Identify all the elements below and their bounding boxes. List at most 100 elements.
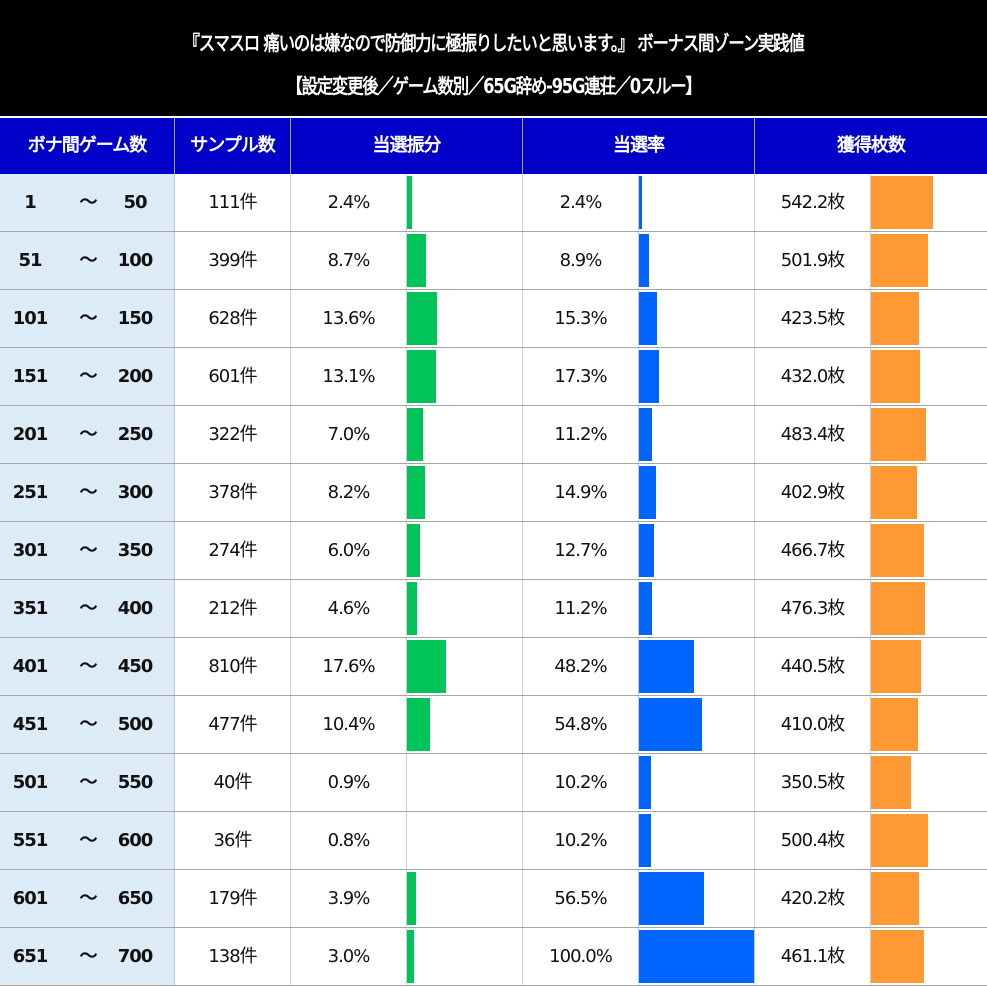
distribution-bar [407, 408, 423, 461]
sample-count: 111件 [175, 174, 291, 231]
range-to: 400 [117, 598, 154, 619]
coins-value: 420.2枚 [755, 870, 871, 927]
sample-count: 601件 [175, 348, 291, 405]
coins-bar [871, 582, 925, 635]
distribution-value: 8.2% [291, 464, 407, 521]
rate-bar-cell [639, 870, 755, 927]
range-tilde: ～ [79, 714, 98, 735]
distribution-bar [407, 872, 416, 925]
coins-bar [871, 814, 928, 867]
sample-count: 212件 [175, 580, 291, 637]
coins-bar [871, 698, 918, 751]
distribution-bar [407, 234, 426, 287]
range-to: 100 [117, 250, 154, 271]
distribution-bar-cell [407, 522, 523, 579]
distribution-value: 7.0% [291, 406, 407, 463]
distribution-bar-cell [407, 754, 523, 811]
coins-value: 483.4枚 [755, 406, 871, 463]
rate-bar-cell [639, 522, 755, 579]
distribution-bar [407, 292, 437, 345]
distribution-value: 6.0% [291, 522, 407, 579]
range-to: 200 [117, 366, 154, 387]
sample-count: 40件 [175, 754, 291, 811]
range-tilde: ～ [79, 598, 98, 619]
rate-bar-cell [639, 696, 755, 753]
rate-bar-cell [639, 638, 755, 695]
coins-bar-cell [871, 812, 987, 869]
range-to: 600 [117, 830, 154, 851]
range-from: 401 [12, 656, 49, 677]
range-from: 301 [12, 540, 49, 561]
range-cell: 201 ～ 250 [0, 406, 175, 463]
range-from: 251 [12, 482, 49, 503]
rate-bar [639, 814, 651, 867]
range-from: 51 [18, 250, 42, 271]
rate-value: 10.2% [523, 754, 639, 811]
distribution-value: 13.1% [291, 348, 407, 405]
range-to: 250 [117, 424, 154, 445]
coins-bar [871, 234, 928, 287]
sample-count: 322件 [175, 406, 291, 463]
rate-value: 10.2% [523, 812, 639, 869]
title-banner: 『スマスロ 痛いのは嫌なので防御力に極振りしたいと思います。』 ボーナス間ゾーン… [0, 0, 987, 116]
sample-count: 810件 [175, 638, 291, 695]
table-row: 51 ～ 100 399件 8.7% 8.9% 501.9枚 [0, 232, 987, 290]
rate-bar [639, 524, 654, 577]
range-tilde: ～ [79, 308, 98, 329]
coins-value: 501.9枚 [755, 232, 871, 289]
distribution-value: 0.9% [291, 754, 407, 811]
coins-bar-cell [871, 754, 987, 811]
coins-value: 423.5枚 [755, 290, 871, 347]
range-to: 450 [117, 656, 154, 677]
range-to: 700 [117, 946, 154, 967]
rate-bar-cell [639, 928, 755, 985]
rate-bar [639, 582, 652, 635]
coins-value: 440.5枚 [755, 638, 871, 695]
distribution-value: 13.6% [291, 290, 407, 347]
range-from: 451 [12, 714, 49, 735]
rate-value: 17.3% [523, 348, 639, 405]
coins-value: 410.0枚 [755, 696, 871, 753]
rate-bar [639, 350, 659, 403]
distribution-bar-cell [407, 812, 523, 869]
distribution-bar-cell [407, 638, 523, 695]
distribution-value: 10.4% [291, 696, 407, 753]
coins-bar [871, 640, 921, 693]
sample-count: 138件 [175, 928, 291, 985]
range-cell: 101 ～ 150 [0, 290, 175, 347]
range-tilde: ～ [79, 540, 98, 561]
rate-value: 11.2% [523, 580, 639, 637]
page-title: 『スマスロ 痛いのは嫌なので防御力に極振りしたいと思います。』 ボーナス間ゾーン… [183, 31, 805, 55]
rate-value: 15.3% [523, 290, 639, 347]
sample-count: 378件 [175, 464, 291, 521]
distribution-bar [407, 640, 446, 693]
rate-value: 56.5% [523, 870, 639, 927]
distribution-bar [407, 350, 436, 403]
range-tilde: ～ [79, 946, 98, 967]
coins-bar-cell [871, 174, 987, 231]
header-distribution: 当選振分 [291, 118, 523, 174]
header-sample: サンプル数 [175, 118, 291, 174]
distribution-bar [407, 698, 430, 751]
distribution-bar-cell [407, 870, 523, 927]
coins-bar [871, 176, 933, 229]
range-from: 201 [12, 424, 49, 445]
rate-bar [639, 292, 657, 345]
rate-bar [639, 640, 694, 693]
distribution-bar-cell [407, 580, 523, 637]
range-tilde: ～ [79, 482, 98, 503]
distribution-bar [407, 524, 420, 577]
range-cell: 251 ～ 300 [0, 464, 175, 521]
rate-bar-cell [639, 580, 755, 637]
coins-value: 402.9枚 [755, 464, 871, 521]
rate-bar [639, 872, 704, 925]
rate-bar [639, 176, 642, 229]
distribution-value: 8.7% [291, 232, 407, 289]
rate-bar-cell [639, 812, 755, 869]
distribution-bar-cell [407, 290, 523, 347]
table-row: 601 ～ 650 179件 3.9% 56.5% 420.2枚 [0, 870, 987, 928]
coins-value: 500.4枚 [755, 812, 871, 869]
sample-count: 274件 [175, 522, 291, 579]
coins-value: 476.3枚 [755, 580, 871, 637]
coins-bar [871, 524, 924, 577]
